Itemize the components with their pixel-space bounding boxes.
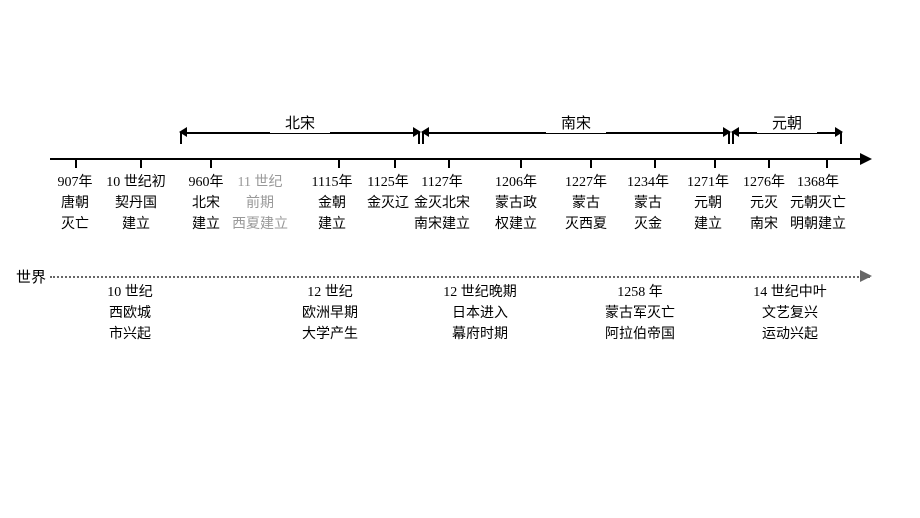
- event-text: 建立: [680, 214, 736, 235]
- world-event-text: 运动兴起: [740, 324, 840, 345]
- event-text: 蒙古: [554, 193, 618, 214]
- dynasty-bracket: 元朝: [732, 120, 842, 144]
- event-text: 唐朝: [48, 193, 102, 214]
- bracket-label: 南宋: [546, 112, 606, 133]
- axis-tick: [714, 158, 716, 168]
- world-event-text: 欧洲早期: [285, 303, 375, 324]
- world-event: 10 世纪西欧城市兴起: [90, 282, 170, 345]
- event-text: 元朝灭亡: [780, 193, 856, 214]
- world-event-text: 日本进入: [430, 303, 530, 324]
- event-year: 1271年: [680, 172, 736, 193]
- bracket-arrow-icon: [413, 127, 421, 137]
- event-text: 灭亡: [48, 214, 102, 235]
- world-event-year: 12 世纪晚期: [430, 282, 530, 303]
- event-text: 元朝: [680, 193, 736, 214]
- event-year: 907年: [48, 172, 102, 193]
- axis-tick: [826, 158, 828, 168]
- timeline-event: 1234年蒙古灭金: [618, 172, 678, 235]
- axis-tick: [75, 158, 77, 168]
- timeline-event: 1271年元朝建立: [680, 172, 736, 235]
- event-text: 灭金: [618, 214, 678, 235]
- world-event-year: 12 世纪: [285, 282, 375, 303]
- axis-tick: [210, 158, 212, 168]
- event-year: 1234年: [618, 172, 678, 193]
- axis-tick: [338, 158, 340, 168]
- event-year: 11 世纪: [222, 172, 298, 193]
- dynasty-bracket: 北宋: [180, 120, 420, 144]
- timeline-event: 11 世纪前期西夏建立: [222, 172, 298, 235]
- event-text: 权建立: [478, 214, 554, 235]
- dynasty-bracket: 南宋: [422, 120, 730, 144]
- bracket-arrow-icon: [179, 127, 187, 137]
- timeline-area: 北宋南宋元朝 907年唐朝灭亡10 世纪初契丹国建立960年北宋建立11 世纪前…: [50, 120, 870, 340]
- china-axis: [50, 158, 870, 160]
- axis-tick: [140, 158, 142, 168]
- axis-tick: [520, 158, 522, 168]
- event-text: 西夏建立: [222, 214, 298, 235]
- event-year: 1368年: [780, 172, 856, 193]
- event-year: 1206年: [478, 172, 554, 193]
- event-text: 明朝建立: [780, 214, 856, 235]
- event-text: 契丹国: [97, 193, 175, 214]
- world-event-year: 1258 年: [590, 282, 690, 303]
- event-text: 建立: [97, 214, 175, 235]
- bracket-label: 北宋: [270, 112, 330, 133]
- world-event: 12 世纪欧洲早期大学产生: [285, 282, 375, 345]
- world-label: 世界: [16, 266, 46, 287]
- world-event-text: 大学产生: [285, 324, 375, 345]
- axis-tick: [590, 158, 592, 168]
- bracket-label: 元朝: [757, 112, 817, 133]
- world-event-text: 蒙古军灭亡: [590, 303, 690, 324]
- world-event-year: 14 世纪中叶: [740, 282, 840, 303]
- bracket-arrow-icon: [835, 127, 843, 137]
- timeline-event: 1115年金朝建立: [305, 172, 359, 235]
- event-text: 蒙古: [618, 193, 678, 214]
- world-event-year: 10 世纪: [90, 282, 170, 303]
- event-year: 1227年: [554, 172, 618, 193]
- timeline-event: 10 世纪初契丹国建立: [97, 172, 175, 235]
- timeline-event: 1127年金灭北宋南宋建立: [404, 172, 480, 235]
- event-text: 前期: [222, 193, 298, 214]
- axis-tick: [768, 158, 770, 168]
- timeline-event: 1227年蒙古灭西夏: [554, 172, 618, 235]
- axis-tick: [448, 158, 450, 168]
- bracket-arrow-icon: [723, 127, 731, 137]
- event-text: 南宋建立: [404, 214, 480, 235]
- axis-tick: [654, 158, 656, 168]
- world-event-text: 市兴起: [90, 324, 170, 345]
- event-year: 10 世纪初: [97, 172, 175, 193]
- event-text: 金灭北宋: [404, 193, 480, 214]
- world-event-text: 阿拉伯帝国: [590, 324, 690, 345]
- world-event: 1258 年蒙古军灭亡阿拉伯帝国: [590, 282, 690, 345]
- timeline-event: 907年唐朝灭亡: [48, 172, 102, 235]
- bracket-arrow-icon: [731, 127, 739, 137]
- world-event-text: 幕府时期: [430, 324, 530, 345]
- event-text: 金朝: [305, 193, 359, 214]
- timeline-event: 1206年蒙古政权建立: [478, 172, 554, 235]
- bracket-arrow-icon: [421, 127, 429, 137]
- world-event: 14 世纪中叶文艺复兴运动兴起: [740, 282, 840, 345]
- world-axis-arrow-icon: [860, 270, 872, 282]
- event-text: 建立: [305, 214, 359, 235]
- timeline-event: 1368年元朝灭亡明朝建立: [780, 172, 856, 235]
- event-text: 蒙古政: [478, 193, 554, 214]
- world-axis: [50, 276, 870, 278]
- timeline-container: 北宋南宋元朝 907年唐朝灭亡10 世纪初契丹国建立960年北宋建立11 世纪前…: [50, 120, 870, 340]
- event-text: 灭西夏: [554, 214, 618, 235]
- axis-tick: [394, 158, 396, 168]
- world-event-text: 文艺复兴: [740, 303, 840, 324]
- event-year: 1115年: [305, 172, 359, 193]
- world-event-text: 西欧城: [90, 303, 170, 324]
- world-event: 12 世纪晚期日本进入幕府时期: [430, 282, 530, 345]
- china-axis-arrow-icon: [860, 153, 872, 165]
- event-year: 1127年: [404, 172, 480, 193]
